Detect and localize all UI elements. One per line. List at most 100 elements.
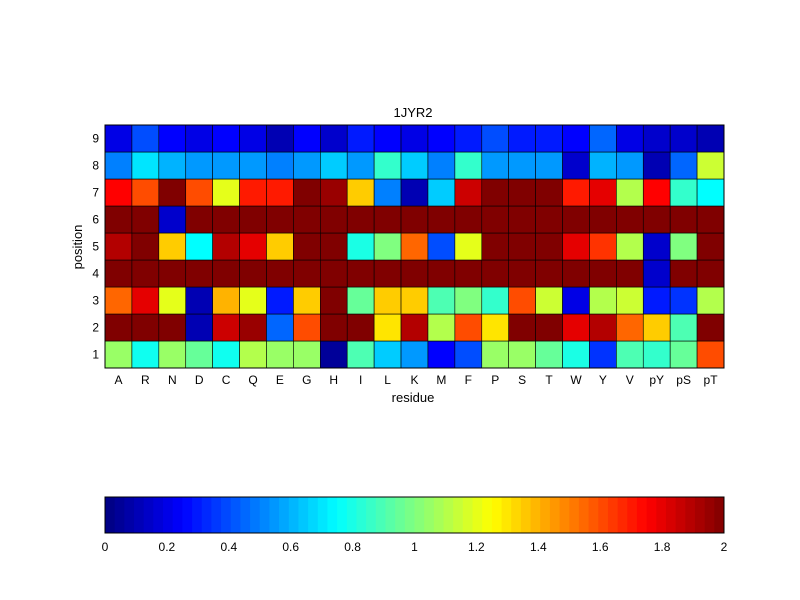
colorbar-segment [172, 497, 183, 533]
heatmap-cell [642, 340, 671, 369]
heatmap-cell [696, 178, 725, 207]
heatmap-cell [589, 340, 617, 369]
heatmap-cell [320, 340, 348, 369]
colorbar-tick-label: 1 [411, 540, 418, 554]
colorbar-segment [598, 497, 609, 533]
heatmap-cell [589, 313, 617, 342]
colorbar-segment [124, 497, 135, 533]
colorbar-segment [105, 497, 116, 533]
heatmap-cell [346, 178, 375, 207]
colorbar-segment [714, 497, 725, 533]
y-axis-title: position [70, 225, 85, 270]
heatmap-cell [508, 151, 536, 180]
colorbar-tick-label: 1.2 [468, 540, 485, 554]
colorbar-segment [685, 497, 696, 533]
heatmap-cell [266, 286, 294, 315]
heatmap-cell [669, 178, 698, 207]
heatmap-cell [104, 286, 133, 315]
colorbar-segment [279, 497, 290, 533]
colorbar-segment [549, 497, 561, 533]
heatmap-cell [427, 232, 456, 261]
x-tick-label: pY [649, 373, 664, 387]
heatmap-cell [185, 232, 213, 261]
heatmap-cell [669, 205, 698, 234]
heatmap-cell [104, 259, 133, 288]
heatmap-cell [562, 286, 590, 315]
heatmap-cell [481, 340, 509, 369]
heatmap-cell [454, 232, 483, 261]
heatmap-cell [212, 205, 240, 234]
heatmap-cell [266, 124, 294, 153]
heatmap-cell [427, 313, 456, 342]
heatmap-cell [535, 232, 563, 261]
heatmap-cell [642, 313, 671, 342]
x-tick-label: F [465, 373, 472, 387]
heatmap-cell [454, 340, 483, 369]
x-tick-label: I [359, 373, 362, 387]
colorbar-segment [443, 497, 454, 533]
y-tick-label: 9 [92, 132, 99, 146]
heatmap-cell [239, 178, 267, 207]
heatmap-cell [481, 178, 509, 207]
heatmap-cell [320, 232, 348, 261]
heatmap-cell [616, 313, 644, 342]
heatmap-cell [266, 232, 294, 261]
colorbar-segment [675, 497, 686, 533]
colorbar-segment [646, 497, 657, 533]
heatmap-cell [293, 124, 321, 153]
heatmap-cell [562, 124, 590, 153]
heatmap-cell [535, 286, 563, 315]
colorbar-segment [153, 497, 164, 533]
heatmap-cell [104, 340, 133, 369]
heatmap-cell [481, 151, 509, 180]
heatmap-cell [669, 286, 698, 315]
heatmap-cell [427, 124, 456, 153]
colorbar-segment [385, 497, 396, 533]
heatmap-cell [562, 313, 590, 342]
heatmap-cell [508, 259, 536, 288]
heatmap-cell [696, 340, 725, 369]
heatmap-cell [158, 313, 187, 342]
y-tick-label: 5 [92, 240, 99, 254]
heatmap-cell [427, 340, 456, 369]
heatmap-cell [589, 232, 617, 261]
colorbar-tick-label: 0 [102, 540, 109, 554]
heatmap-cell [589, 124, 617, 153]
heatmap-cell [616, 124, 644, 153]
colorbar-tick-label: 2 [721, 540, 728, 554]
heatmap-cell [481, 313, 509, 342]
heatmap-cell [400, 313, 429, 342]
heatmap-cell [454, 313, 483, 342]
heatmap-cell [589, 151, 617, 180]
heatmap-cell [104, 178, 133, 207]
x-tick-label: T [545, 373, 553, 387]
heatmap-cell [373, 286, 402, 315]
colorbar-segment [588, 497, 599, 533]
heatmap-cell [427, 205, 456, 234]
y-tick-label: 1 [92, 348, 99, 362]
heatmap-cell [373, 232, 402, 261]
colorbar-segment [482, 497, 493, 533]
colorbar-segment [269, 497, 280, 533]
heatmap-cell [293, 151, 321, 180]
heatmap-cell [158, 205, 187, 234]
heatmap-cell [669, 124, 698, 153]
heatmap-cell [293, 286, 321, 315]
heatmap-cell [239, 124, 267, 153]
heatmap-cell [508, 286, 536, 315]
colorbar-segment [520, 497, 532, 533]
heatmap-cell [158, 340, 187, 369]
heatmap-cell [158, 286, 187, 315]
x-tick-label: C [222, 373, 231, 387]
heatmap-cell [104, 313, 133, 342]
y-tick-label: 6 [92, 213, 99, 227]
y-tick-label: 2 [92, 321, 99, 335]
chart-title: 1JYR2 [393, 105, 432, 120]
colorbar-segment [501, 497, 512, 533]
colorbar-segment [627, 497, 638, 533]
colorbar-segment [240, 497, 251, 533]
colorbar-tick-label: 0.8 [344, 540, 361, 554]
heatmap-cell [535, 124, 563, 153]
heatmap-cell [185, 286, 213, 315]
colorbar-segment [259, 497, 270, 533]
